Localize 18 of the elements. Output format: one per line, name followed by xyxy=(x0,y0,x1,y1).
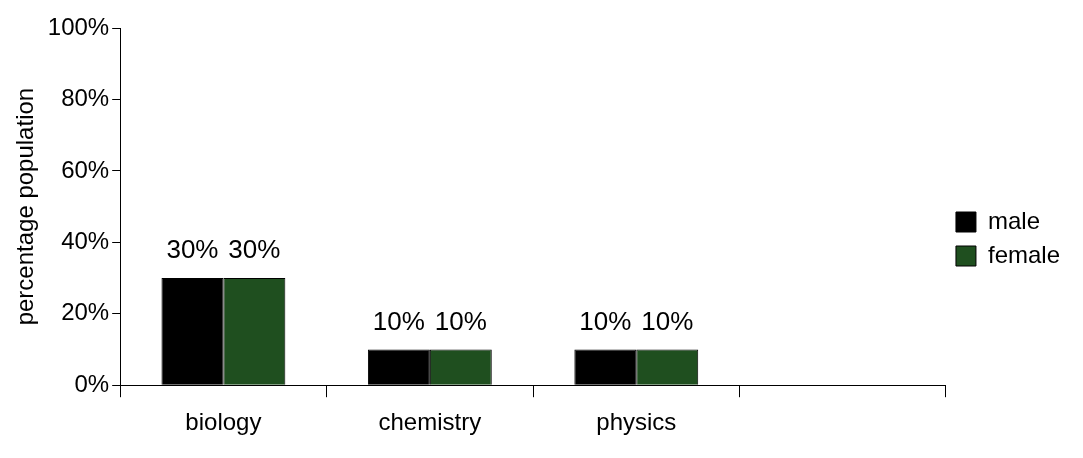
y-axis-title: percentage population xyxy=(11,87,39,326)
data-label: 30% xyxy=(228,234,281,265)
x-tick-label: chemistry xyxy=(378,408,482,436)
legend-label: female xyxy=(987,240,1061,268)
data-label: 30% xyxy=(166,234,219,265)
y-tick-label: 20% xyxy=(61,298,110,326)
y-tick-label: 0% xyxy=(74,369,110,397)
data-label: 10% xyxy=(434,305,487,336)
legend-label: male xyxy=(987,206,1040,234)
data-label: 10% xyxy=(579,305,632,336)
y-tick-label: 40% xyxy=(61,226,110,254)
y-tick-label: 100% xyxy=(47,12,110,40)
data-label: 10% xyxy=(372,305,425,336)
data-label: 10% xyxy=(641,305,694,336)
y-tick-label: 80% xyxy=(61,84,110,112)
y-tick-label: 60% xyxy=(61,155,110,183)
x-tick-label: biology xyxy=(185,408,262,436)
x-tick-label: physics xyxy=(596,408,677,436)
